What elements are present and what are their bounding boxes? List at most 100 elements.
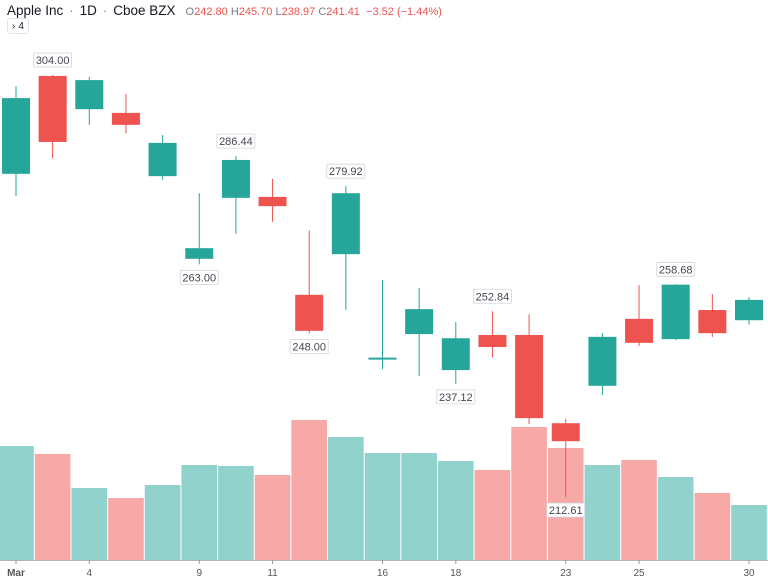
candle-body <box>698 310 727 334</box>
candle <box>405 287 434 377</box>
x-axis-label: 23 <box>560 568 572 579</box>
candle <box>368 280 397 370</box>
separator: · <box>69 3 74 18</box>
candle-body <box>368 357 397 360</box>
price-label-text: 248.00 <box>292 342 326 354</box>
candle <box>221 156 250 234</box>
open-value: 242.80 <box>194 6 228 18</box>
x-axis-label: 11 <box>267 568 278 579</box>
low-price-label: 212.61 <box>546 502 586 518</box>
candle-body <box>588 336 617 386</box>
candle <box>478 311 507 358</box>
volume-bar <box>584 465 621 560</box>
x-axis-label: Mar <box>7 568 25 579</box>
price-label-box <box>546 502 586 518</box>
symbol-name[interactable]: Apple Inc <box>7 3 64 18</box>
price-label-box <box>179 269 219 285</box>
candle-body <box>551 423 580 442</box>
volume-bar <box>621 460 657 560</box>
candle <box>515 314 544 425</box>
price-label-box <box>656 261 696 277</box>
interval[interactable]: 1D <box>79 3 97 18</box>
candle <box>588 333 617 396</box>
candle-body <box>625 318 654 343</box>
indicators-count: 4 <box>18 20 24 32</box>
candle-body <box>441 338 470 371</box>
low-key: L <box>275 6 282 18</box>
price-label-text: 286.44 <box>219 136 253 148</box>
price-label-text: 212.61 <box>549 505 583 517</box>
price-label-text: 237.12 <box>439 392 473 404</box>
high-price-label: 286.44 <box>216 133 256 149</box>
candle <box>735 297 763 325</box>
volume-bar <box>218 466 254 560</box>
price-label-box <box>473 288 512 304</box>
open-key: O <box>185 6 195 18</box>
high-value: 245.70 <box>238 6 273 18</box>
candle-body <box>405 309 434 335</box>
x-axis-label: 16 <box>377 568 389 579</box>
candle <box>2 86 30 196</box>
volume-bar <box>0 446 34 560</box>
price-label-text: 258.68 <box>659 264 693 276</box>
indicators-toggle-button[interactable]: › 4 <box>7 18 29 34</box>
low-price-label: 237.12 <box>436 389 476 405</box>
chart-legend: Apple Inc · 1D · Cboe BZX O242.80 H245.7… <box>7 3 442 18</box>
high-key: H <box>230 6 239 18</box>
low-price-label: 263.00 <box>179 269 219 285</box>
volume-bar <box>364 453 401 560</box>
candle-body <box>515 334 544 419</box>
candle <box>111 93 140 134</box>
candle-body <box>661 284 690 340</box>
candle-body <box>258 196 287 207</box>
candle-body <box>735 299 763 321</box>
candle <box>258 178 287 222</box>
candle <box>625 285 654 347</box>
change-value: −3.52 (−1.44%) <box>366 6 442 18</box>
candle-body <box>75 80 104 110</box>
volume-bar <box>254 475 291 560</box>
candle <box>331 186 360 311</box>
high-price-label: 252.84 <box>473 288 512 304</box>
candle <box>698 293 727 337</box>
volume-bar <box>291 420 328 560</box>
volume-bar <box>328 437 364 560</box>
volume-bar <box>437 461 474 560</box>
x-axis-label: 18 <box>450 568 462 579</box>
volume-bar <box>108 498 144 560</box>
candle <box>38 75 67 159</box>
x-axis-label: 4 <box>87 568 93 579</box>
volume-bar <box>694 493 731 560</box>
price-label-text: 279.92 <box>329 166 363 178</box>
high-price-label: 279.92 <box>326 163 366 179</box>
price-label-box <box>326 163 366 179</box>
price-label-box <box>289 339 329 355</box>
candle-body <box>2 98 30 174</box>
candle-body <box>38 75 67 142</box>
candle-body <box>478 334 507 348</box>
volume-bar <box>71 488 108 560</box>
chevron-right-icon: › <box>12 20 16 32</box>
price-label-box <box>33 52 73 68</box>
candle-body <box>331 193 360 255</box>
candle-body <box>295 294 324 331</box>
price-label-box <box>216 133 256 149</box>
candle <box>661 284 690 341</box>
price-label-text: 304.00 <box>36 55 70 67</box>
low-value: 238.97 <box>281 6 316 18</box>
price-label-text: 252.84 <box>476 291 510 303</box>
x-axis-label: 9 <box>196 568 202 579</box>
volume-bar <box>731 505 767 560</box>
volume-bar <box>657 477 694 560</box>
x-axis-label: 25 <box>633 568 645 579</box>
candle-body <box>148 142 177 177</box>
volume-bar <box>401 453 437 560</box>
candle <box>295 230 324 334</box>
separator: · <box>102 3 108 18</box>
volume-bar <box>511 427 547 560</box>
exchange[interactable]: Cboe BZX <box>113 3 176 18</box>
candle <box>551 419 580 498</box>
ohlc-values: O242.80 H245.70 L238.97 C241.41 −3.52 (−… <box>186 6 442 18</box>
close-value: 241.41 <box>326 6 360 18</box>
